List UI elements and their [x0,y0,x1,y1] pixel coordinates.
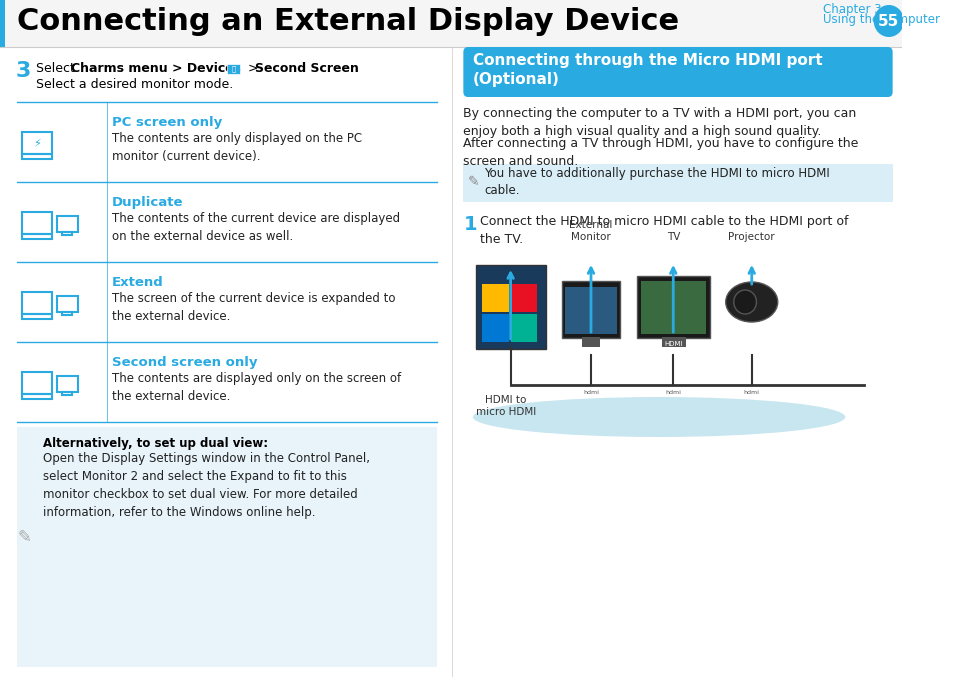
Text: External
Monitor: External Monitor [569,219,612,242]
Text: Duplicate: Duplicate [112,196,183,209]
FancyBboxPatch shape [482,314,508,342]
Text: .: . [350,62,354,76]
Text: >: > [244,62,262,76]
Text: PC screen only: PC screen only [112,116,222,129]
FancyBboxPatch shape [510,284,537,312]
FancyBboxPatch shape [476,265,545,349]
FancyBboxPatch shape [227,64,240,74]
Circle shape [733,290,756,314]
Text: 1: 1 [463,215,476,234]
Bar [581,337,599,347]
Text: ⚡: ⚡ [33,139,41,149]
Text: ✎: ✎ [17,528,31,546]
Text: The contents of the current device are displayed
on the external device as well.: The contents of the current device are d… [112,212,399,243]
Text: Alternatively, to set up dual view:: Alternatively, to set up dual view: [44,437,269,450]
Text: Open the Display Settings window in the Control Panel,
select Monitor 2 and sele: Open the Display Settings window in the … [44,452,370,519]
Text: Select a desired monitor mode.: Select a desired monitor mode. [36,79,233,91]
Text: 3: 3 [15,61,30,81]
Text: Second screen only: Second screen only [112,356,256,369]
Text: The screen of the current device is expanded to
the external device.: The screen of the current device is expa… [112,292,395,323]
Text: Second Screen: Second Screen [255,62,359,76]
Ellipse shape [473,397,844,437]
Text: The contents are displayed only on the screen of
the external device.: The contents are displayed only on the s… [112,372,400,403]
FancyBboxPatch shape [561,281,619,338]
Text: You have to additionally purchase the HDMI to micro HDMI
cable.: You have to additionally purchase the HD… [483,167,829,198]
FancyBboxPatch shape [17,427,436,667]
Text: hdmi: hdmi [664,390,680,395]
Text: hdmi: hdmi [743,390,759,395]
Text: After connecting a TV through HDMI, you have to configure the
screen and sound.: After connecting a TV through HDMI, you … [463,137,858,168]
Text: ⬜: ⬜ [232,66,235,72]
FancyBboxPatch shape [637,276,709,338]
Ellipse shape [725,282,777,322]
FancyBboxPatch shape [463,47,892,97]
Text: Chapter 3.: Chapter 3. [821,3,884,16]
Text: Connecting through the Micro HDMI port
(Optional): Connecting through the Micro HDMI port (… [473,53,821,87]
FancyBboxPatch shape [482,284,508,312]
Text: HDMI: HDMI [663,341,681,347]
Text: Using the computer: Using the computer [821,14,939,26]
FancyBboxPatch shape [0,0,902,47]
FancyBboxPatch shape [463,164,892,202]
FancyBboxPatch shape [510,314,537,342]
Text: hdmi: hdmi [582,390,598,395]
Bar [565,287,616,334]
Bar [661,337,685,347]
Text: By connecting the computer to a TV with a HDMI port, you can
enjoy both a high v: By connecting the computer to a TV with … [463,107,856,138]
Text: TV: TV [666,232,679,242]
Bar [640,281,705,334]
Text: Extend: Extend [112,276,163,289]
Text: ✎: ✎ [468,175,479,189]
Text: The contents are only displayed on the PC
monitor (current device).: The contents are only displayed on the P… [112,132,361,163]
Text: Projector: Projector [728,232,774,242]
Circle shape [873,5,903,37]
Text: HDMI: HDMI [558,341,576,347]
Text: HDMI to
micro HDMI: HDMI to micro HDMI [476,395,536,418]
Text: Charms menu > Devices: Charms menu > Devices [71,62,241,76]
Text: Connecting an External Display Device: Connecting an External Display Device [17,7,679,35]
Text: Select: Select [36,62,79,76]
Bar [0,0,5,47]
Text: Connect the HDMI to micro HDMI cable to the HDMI port of
the TV.: Connect the HDMI to micro HDMI cable to … [480,215,848,246]
Text: 55: 55 [878,14,899,28]
